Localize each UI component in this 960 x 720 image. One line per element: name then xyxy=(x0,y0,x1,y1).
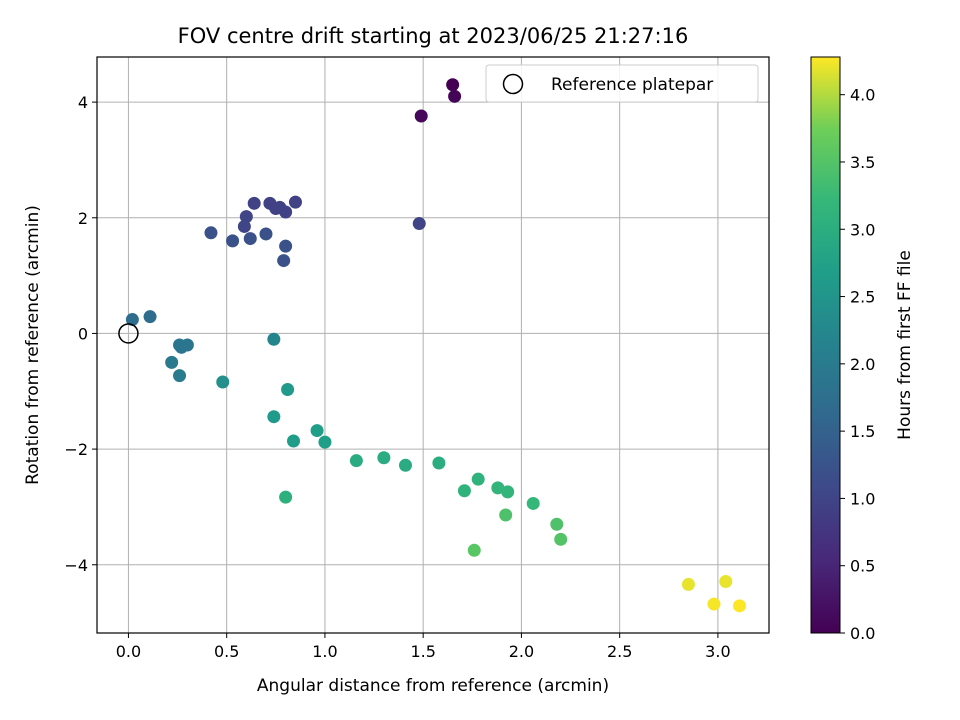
colorbar-tick-label: 3.0 xyxy=(850,220,875,239)
colorbar-tick-label: 1.5 xyxy=(850,422,875,441)
data-point xyxy=(707,597,721,611)
plot-area: 0.0 0.5 1.0 1.5 2.0 2.5 3.0 −4 −2 0 2 4 xyxy=(64,56,770,661)
data-point xyxy=(550,517,564,531)
x-tick-label: 0.5 xyxy=(214,642,239,661)
x-axis-label: Angular distance from reference (arcmin) xyxy=(257,676,609,696)
reference-point-marker xyxy=(118,323,139,344)
data-point xyxy=(471,472,485,486)
data-point xyxy=(204,226,218,240)
data-points xyxy=(118,78,747,613)
data-point xyxy=(719,575,733,589)
data-point xyxy=(267,410,281,424)
data-point xyxy=(432,456,446,470)
x-axis-ticks: 0.0 0.5 1.0 1.5 2.0 2.5 3.0 xyxy=(116,633,731,661)
plot-frame xyxy=(96,56,770,634)
x-tick-label: 3.0 xyxy=(705,642,730,661)
x-tick-label: 1.5 xyxy=(410,642,435,661)
data-point xyxy=(554,532,568,546)
data-point xyxy=(277,254,291,268)
data-point xyxy=(143,310,157,324)
y-axis-ticks: −4 −2 0 2 4 xyxy=(64,93,97,575)
data-point xyxy=(288,195,302,209)
data-point xyxy=(412,217,426,231)
y-tick-label: −4 xyxy=(64,556,88,575)
y-tick-label: 0 xyxy=(78,324,88,343)
data-point xyxy=(526,496,540,510)
data-point xyxy=(267,332,281,346)
data-point xyxy=(398,458,412,472)
data-point xyxy=(226,234,240,248)
colorbar: 0.0 0.5 1.0 1.5 2.0 2.5 3.0 3.5 4.0 Hours from f… xyxy=(810,56,915,643)
data-point xyxy=(173,369,187,383)
legend-marker-reference xyxy=(502,73,524,95)
colorbar-tick-label: 0.0 xyxy=(850,624,875,643)
data-point xyxy=(279,490,293,504)
legend-box xyxy=(485,64,759,103)
data-point xyxy=(216,375,230,389)
legend: Reference platepar xyxy=(485,64,759,103)
legend-label-reference: Reference platepar xyxy=(551,75,713,95)
data-point xyxy=(377,451,391,465)
colorbar-tick-label: 0.5 xyxy=(850,557,875,576)
x-tick-label: 1.0 xyxy=(312,642,337,661)
data-point xyxy=(681,577,695,591)
colorbar-ticks: 0.0 0.5 1.0 1.5 2.0 2.5 3.0 3.5 4.0 xyxy=(840,86,875,643)
x-tick-label: 2.0 xyxy=(509,642,534,661)
data-point xyxy=(259,227,273,241)
y-axis-label: Rotation from reference (arcmin) xyxy=(23,205,43,485)
data-point xyxy=(281,383,295,397)
colorbar-tick-label: 4.0 xyxy=(850,86,875,105)
data-point xyxy=(243,232,257,246)
data-point xyxy=(237,219,251,233)
data-point xyxy=(247,196,261,210)
data-point xyxy=(174,340,188,354)
colorbar-tick-label: 2.0 xyxy=(850,355,875,374)
data-point xyxy=(499,508,513,522)
data-point xyxy=(239,210,253,224)
data-point xyxy=(501,485,515,499)
y-tick-label: 2 xyxy=(78,209,88,228)
x-tick-label: 2.5 xyxy=(607,642,632,661)
colorbar-gradient xyxy=(810,56,841,634)
data-point xyxy=(279,205,293,219)
data-point xyxy=(414,109,428,123)
colorbar-tick-label: 1.0 xyxy=(850,489,875,508)
data-point xyxy=(733,599,747,613)
y-tick-label: −2 xyxy=(64,440,88,459)
data-point xyxy=(349,454,363,468)
colorbar-tick-label: 3.5 xyxy=(850,153,875,172)
y-tick-label: 4 xyxy=(78,93,88,112)
data-point xyxy=(318,435,332,449)
data-point xyxy=(446,78,460,92)
data-point xyxy=(125,313,139,327)
data-point xyxy=(457,484,471,498)
data-point xyxy=(279,239,293,253)
data-point xyxy=(165,355,179,369)
data-point xyxy=(286,434,300,448)
colorbar-label: Hours from first FF file xyxy=(895,250,915,440)
data-point xyxy=(491,481,505,495)
grid xyxy=(97,57,769,633)
chart-title: FOV centre drift starting at 2023/06/25 … xyxy=(178,24,689,48)
data-point xyxy=(467,543,481,557)
colorbar-tick-label: 2.5 xyxy=(850,288,875,307)
data-point xyxy=(448,89,462,103)
x-tick-label: 0.0 xyxy=(116,642,141,661)
data-point xyxy=(310,424,324,438)
